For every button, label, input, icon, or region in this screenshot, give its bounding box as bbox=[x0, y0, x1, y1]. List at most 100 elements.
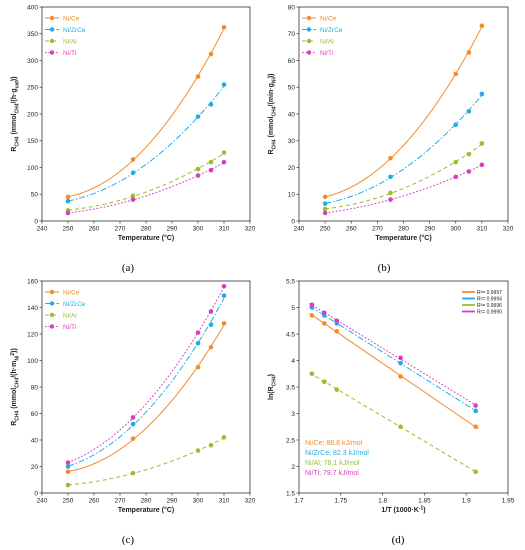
legend-marker bbox=[49, 301, 55, 306]
y-tick-label: 1.5 bbox=[286, 490, 295, 497]
legend-label: Ni/Ce bbox=[63, 15, 80, 22]
x-tick-label: 260 bbox=[89, 226, 100, 233]
y-tick-label: 0 bbox=[291, 218, 295, 225]
data-point bbox=[195, 74, 201, 79]
data-point bbox=[453, 71, 459, 77]
chart-panel-2: 240 250 260 270 280 290 300 310 320 0 10 20 30 40 50 60… bbox=[268, 4, 514, 242]
series-line-ni-al bbox=[309, 372, 479, 474]
series-line-ni-zrce bbox=[67, 298, 225, 467]
y-tick-label: 50 bbox=[288, 85, 296, 92]
y-tick-label: 2 bbox=[291, 464, 295, 471]
data-point bbox=[479, 23, 485, 29]
data-point bbox=[453, 174, 459, 180]
x-tick-label: 310 bbox=[476, 226, 487, 233]
data-point bbox=[195, 340, 201, 346]
x-tick-label: 250 bbox=[63, 226, 74, 233]
y-tick-label: 40 bbox=[31, 437, 39, 444]
x-axis-label: Temperature (°C) bbox=[118, 234, 174, 242]
x-tick-label: 240 bbox=[294, 226, 305, 233]
data-point bbox=[466, 109, 472, 114]
legend-marker bbox=[49, 15, 55, 21]
data-point bbox=[208, 102, 214, 107]
legend-label: Ni/Al bbox=[63, 38, 77, 45]
data-point bbox=[322, 201, 328, 206]
x-tick-label: 250 bbox=[63, 498, 74, 505]
data-point bbox=[466, 169, 472, 174]
series-line-ni-ce bbox=[325, 26, 483, 198]
legend-marker bbox=[49, 324, 55, 329]
data-point bbox=[466, 50, 472, 55]
x-tick-label: 280 bbox=[398, 226, 409, 233]
legend-marker bbox=[49, 289, 55, 295]
x-tick-label: 240 bbox=[37, 498, 48, 505]
y-tick-label: 350 bbox=[27, 31, 38, 38]
data-point bbox=[130, 470, 136, 476]
data-point bbox=[466, 151, 472, 157]
x-tick-label: 290 bbox=[167, 226, 178, 233]
data-point bbox=[309, 371, 315, 377]
x-tick-label: 260 bbox=[346, 226, 357, 233]
y-tick-label: 4 bbox=[291, 358, 295, 365]
legend-label: Ni/ZrCe bbox=[63, 301, 86, 308]
y-tick-label: 60 bbox=[288, 58, 296, 65]
data-point bbox=[65, 210, 71, 216]
y-tick-label: 4.5 bbox=[286, 331, 295, 338]
legend-label: Ni/Ti bbox=[320, 50, 333, 57]
data-point bbox=[309, 302, 315, 308]
legend-marker bbox=[49, 38, 55, 44]
y-tick-label: 160 bbox=[27, 278, 38, 285]
legend-marker bbox=[49, 50, 55, 55]
data-point bbox=[130, 157, 136, 162]
x-tick-label: 1.75 bbox=[334, 498, 347, 505]
data-point bbox=[221, 159, 227, 165]
data-point bbox=[322, 379, 327, 385]
series-line-ni-ti bbox=[67, 162, 225, 214]
data-point bbox=[398, 374, 403, 379]
data-point bbox=[388, 190, 393, 196]
x-axis-label: 1/T (1000·K-1) bbox=[381, 506, 425, 515]
y-tick-label: 80 bbox=[31, 384, 39, 391]
activation-energy-label: Ni/Ce; 88.8 kJ/mol bbox=[305, 440, 363, 447]
data-point bbox=[65, 194, 71, 200]
legend-r2-label: R²= 0.9997 bbox=[477, 290, 502, 296]
y-tick-label: 3.5 bbox=[286, 384, 295, 391]
y-tick-label: 40 bbox=[288, 111, 296, 118]
data-point bbox=[479, 141, 485, 146]
x-tick-label: 320 bbox=[245, 226, 256, 233]
data-point bbox=[208, 344, 214, 350]
y-tick-label: 60 bbox=[31, 411, 39, 418]
y-tick-label: 80 bbox=[288, 4, 296, 11]
x-tick-label: 270 bbox=[115, 226, 126, 233]
data-point bbox=[479, 162, 485, 168]
series-line-ni-al bbox=[67, 153, 225, 211]
y-tick-label: 120 bbox=[27, 331, 38, 338]
data-point bbox=[195, 114, 201, 119]
legend-r2-label: R²= 0.9996 bbox=[477, 303, 502, 309]
y-tick-label: 150 bbox=[27, 138, 38, 145]
x-axis-label: Temperature (°C) bbox=[375, 234, 431, 242]
x-tick-label: 280 bbox=[141, 498, 152, 505]
data-point bbox=[130, 193, 136, 199]
data-point bbox=[208, 322, 214, 328]
data-point bbox=[322, 310, 327, 316]
legend-marker bbox=[306, 15, 312, 21]
legend-label: Ni/Ti bbox=[63, 324, 76, 331]
data-point bbox=[195, 173, 201, 178]
data-point bbox=[65, 469, 71, 475]
data-point bbox=[221, 435, 227, 440]
data-point bbox=[334, 329, 340, 334]
y-axis-label: RCH4 (mmolCH4/(min·gNi)) bbox=[268, 73, 278, 154]
data-point bbox=[65, 482, 71, 488]
y-tick-label: 50 bbox=[31, 192, 39, 199]
y-axis-label: RCH4 (mmolCH4/(h·mNi2)) bbox=[10, 348, 21, 426]
y-axis-label: RCH4 (mmolCH4/(h·gcat)) bbox=[11, 76, 21, 151]
x-tick-label: 300 bbox=[450, 226, 461, 233]
data-point bbox=[65, 460, 71, 465]
legend-marker bbox=[49, 312, 55, 318]
y-tick-label: 3 bbox=[291, 411, 295, 418]
data-point bbox=[195, 448, 201, 453]
legend-marker bbox=[306, 50, 312, 55]
chart-panel-3: 240 250 260 270 280 290 300 310 320 0 20 40 60 80 100 1… bbox=[10, 278, 256, 514]
data-point bbox=[130, 421, 136, 427]
data-point bbox=[195, 166, 201, 172]
